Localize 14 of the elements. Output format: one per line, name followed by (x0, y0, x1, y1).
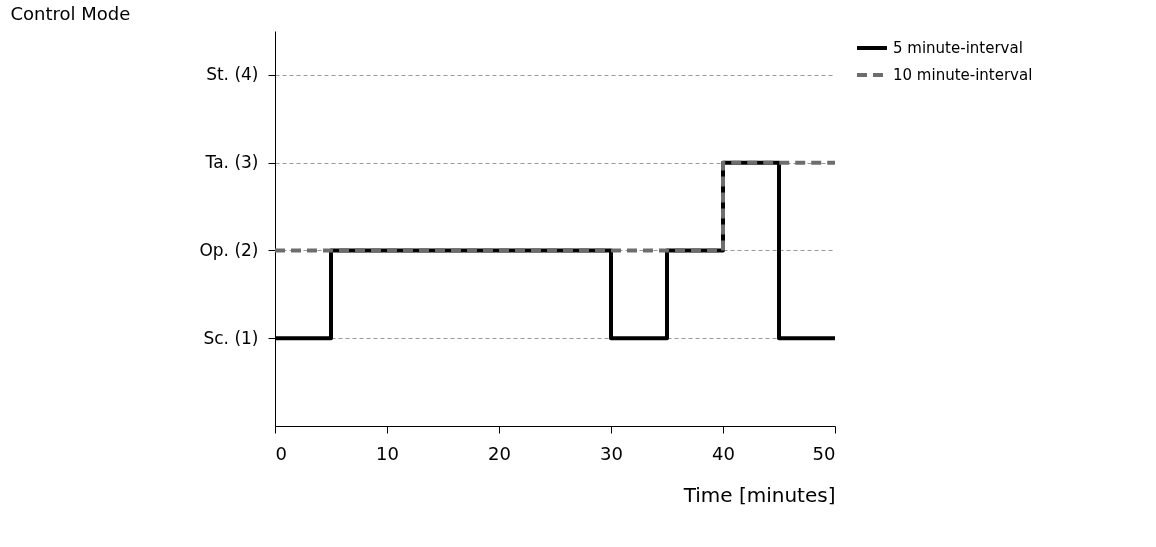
y-tick-label: St. (4) (206, 64, 259, 85)
y-tick-label: Ta. (3) (204, 152, 259, 173)
x-tick-label: 20 (488, 442, 511, 464)
legend-label: 10 minute-interval (893, 66, 1033, 84)
y-tick-label: Op. (2) (199, 239, 259, 260)
x-tick-label: 40 (712, 442, 735, 464)
x-tick-label: 30 (600, 442, 623, 464)
x-tick-label: 0 (275, 442, 287, 464)
legend-label: 5 minute-interval (893, 39, 1023, 57)
x-axis-title: Time [minutes] (682, 482, 836, 507)
y-axis-title: Control Mode (10, 2, 131, 24)
x-tick-label: 10 (376, 442, 399, 464)
y-tick-label: Sc. (1) (203, 327, 259, 348)
x-tick-label: 50 (812, 442, 836, 464)
